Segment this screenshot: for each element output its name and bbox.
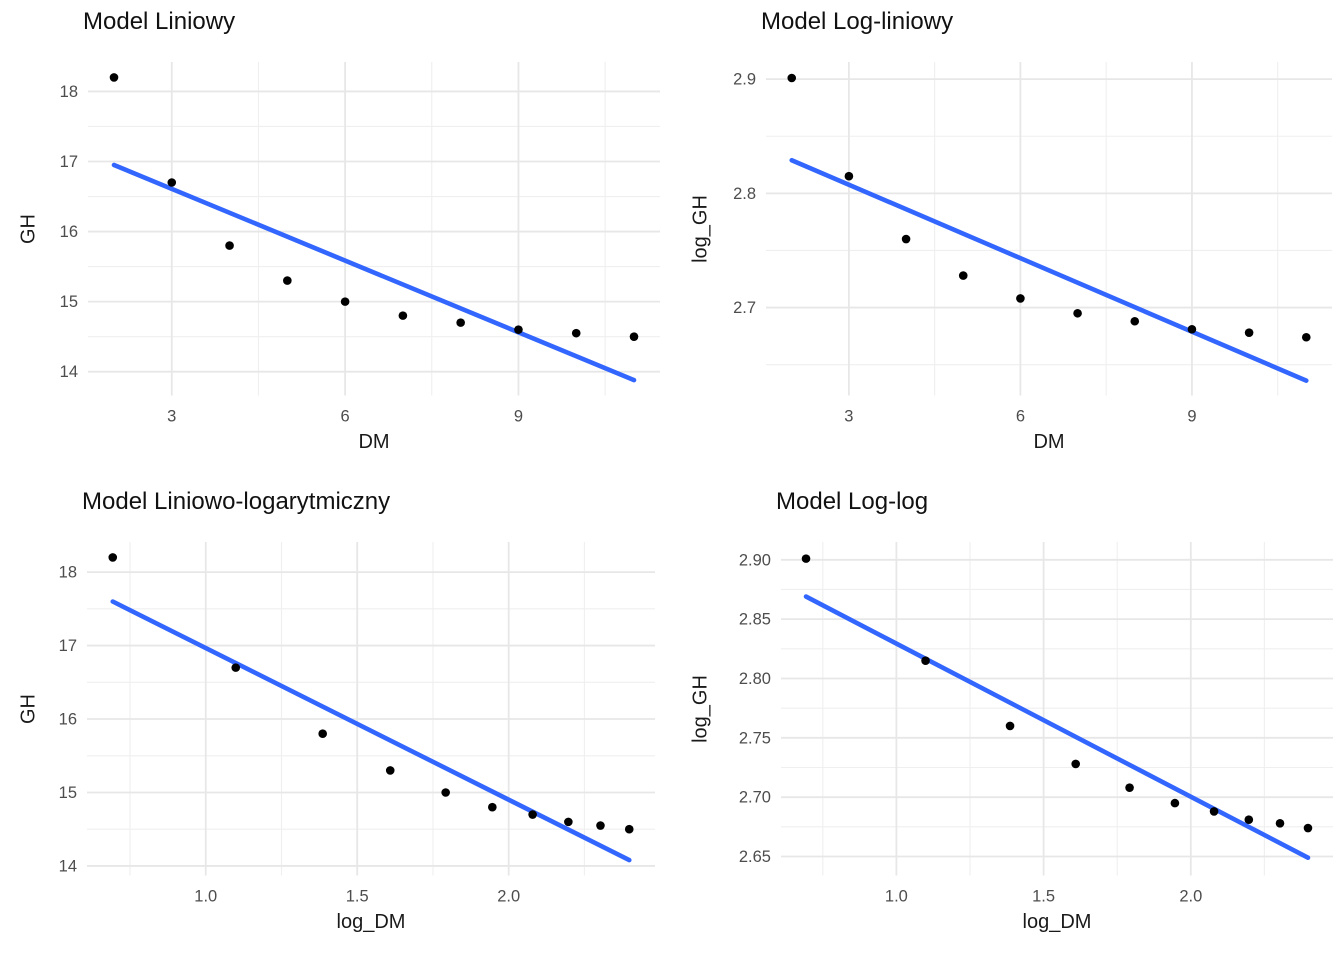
x-axis-title: log_DM <box>336 911 406 933</box>
y-axis-title: GH <box>17 213 40 244</box>
data-point <box>1209 807 1219 816</box>
y-tick-label: 15 <box>60 293 78 311</box>
trend-line <box>803 594 1311 860</box>
data-point <box>528 810 537 819</box>
data-point <box>456 318 465 327</box>
scatter-plot: 1.0 1.5 2.0 2.65 2.70 2.75 2.80 2.85 2.90 <box>739 542 1333 906</box>
y-axis-title: log_GH <box>689 194 712 263</box>
x-tick-label: 3 <box>167 408 176 426</box>
data-point <box>571 328 581 338</box>
y-tick-label: 2.7 <box>733 299 756 317</box>
data-point <box>1303 823 1313 833</box>
y-tick-label: 2.75 <box>739 729 771 747</box>
y-tick-label: 2.90 <box>739 551 771 569</box>
y-tick-label: 18 <box>59 564 77 582</box>
y-axis-title: GH <box>17 693 40 724</box>
data-point <box>1073 308 1082 318</box>
y-tick-label: 2.70 <box>739 789 771 807</box>
data-point <box>564 817 573 827</box>
y-tick-label: 18 <box>60 83 78 101</box>
y-tick-label: 16 <box>60 223 78 241</box>
data-point <box>1244 815 1254 825</box>
trend-line <box>111 162 637 383</box>
chart-title: Model Log-log <box>776 488 929 515</box>
trend-line <box>110 599 632 863</box>
chart-panel-log-log: Model Log-log 1.0 1.5 2.0 2.65 2.70 2.75 2.80 2… <box>672 480 1344 960</box>
data-point <box>901 234 911 244</box>
data-point <box>921 656 930 665</box>
data-point <box>283 276 292 285</box>
data-point <box>1071 759 1080 769</box>
data-point <box>231 663 241 672</box>
data-point <box>340 297 350 306</box>
chart-title: Model Liniowo-logarytmiczny <box>82 488 391 515</box>
trend-line <box>789 157 1309 383</box>
x-axis-title: DM <box>1033 431 1065 453</box>
chart-title: Model Log-liniowy <box>761 8 954 35</box>
scatter-plot: 3 6 9 14 15 16 17 18 <box>60 62 660 426</box>
data-point <box>844 171 854 181</box>
y-tick-label: 16 <box>59 711 77 729</box>
data-point <box>958 271 968 280</box>
y-tick-label: 15 <box>59 784 77 802</box>
y-axis-title: log_GH <box>689 674 712 743</box>
scatter-plot: 3 6 9 2.7 2.8 2.9 <box>733 62 1332 426</box>
x-tick-label: 9 <box>1187 408 1196 426</box>
data-point <box>225 241 234 250</box>
y-tick-label: 2.85 <box>739 611 771 629</box>
chart-title: Model Liniowy <box>83 8 236 35</box>
data-point <box>167 178 177 187</box>
data-point <box>629 332 639 341</box>
y-tick-label: 2.80 <box>739 670 771 688</box>
y-tick-label: 17 <box>60 153 78 171</box>
x-tick-label: 6 <box>341 408 350 426</box>
data-point <box>1130 316 1140 326</box>
x-axis-title: DM <box>358 431 390 453</box>
x-tick-label: 2.0 <box>497 888 520 906</box>
data-point <box>596 821 605 830</box>
scatter-plot: 1.0 1.5 2.0 14 15 16 17 18 <box>59 542 655 906</box>
data-point <box>1005 721 1015 731</box>
data-point <box>318 729 327 739</box>
data-point <box>787 73 797 83</box>
chart-panel-linear: Model Liniowy 3 6 9 14 15 16 17 18 DM GH <box>0 0 672 480</box>
x-tick-label: 1.5 <box>1032 888 1055 906</box>
x-tick-label: 1.0 <box>194 888 217 906</box>
data-point <box>1301 332 1311 342</box>
x-tick-label: 1.0 <box>885 888 908 906</box>
y-tick-label: 14 <box>60 363 78 381</box>
data-point <box>1244 328 1254 337</box>
data-point <box>1016 294 1025 303</box>
x-tick-label: 9 <box>514 408 523 426</box>
x-tick-label: 2.0 <box>1179 888 1202 906</box>
chart-panel-linear-log: Model Liniowo-logarytmiczny 1.0 1.5 2.0 14 1… <box>0 480 672 960</box>
data-point <box>1275 818 1285 828</box>
data-point <box>801 554 811 563</box>
data-point <box>514 325 523 334</box>
y-tick-label: 17 <box>59 637 77 655</box>
data-point <box>624 824 634 834</box>
data-point <box>398 311 408 320</box>
y-tick-label: 14 <box>59 857 77 875</box>
data-point <box>1187 324 1197 334</box>
x-axis-title: log_DM <box>1022 911 1092 933</box>
x-tick-label: 6 <box>1016 408 1025 426</box>
data-point <box>1170 798 1180 808</box>
y-tick-label: 2.8 <box>733 185 756 203</box>
data-point <box>488 802 497 812</box>
chart-panel-log-linear: Model Log-liniowy 3 6 9 2.7 2.8 2.9 DM log_GH <box>672 0 1344 480</box>
x-tick-label: 3 <box>844 408 853 426</box>
data-point <box>385 766 395 775</box>
data-point <box>109 73 119 82</box>
data-point <box>1125 783 1134 792</box>
y-tick-label: 2.65 <box>739 848 771 866</box>
data-point <box>441 788 450 797</box>
x-tick-label: 1.5 <box>346 888 369 906</box>
y-tick-label: 2.9 <box>733 71 756 89</box>
data-point <box>108 553 118 562</box>
